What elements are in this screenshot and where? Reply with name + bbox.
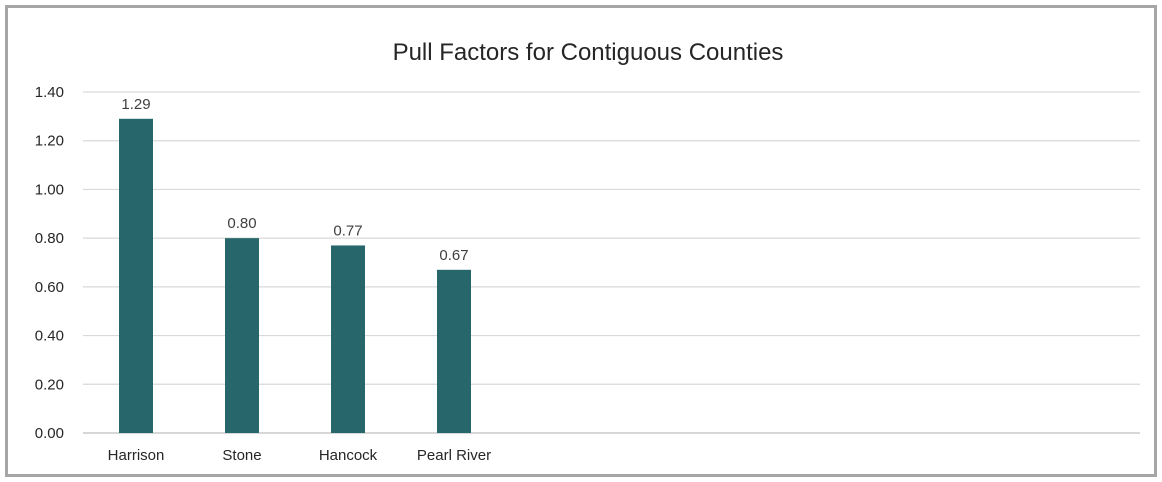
- y-tick-label: 1.00: [35, 181, 64, 198]
- bar-harrison: [119, 118, 153, 434]
- y-tick-label: 1.20: [35, 133, 64, 150]
- chart-title: Pull Factors for Contiguous Counties: [393, 39, 784, 66]
- y-tick-label: 1.40: [35, 84, 64, 101]
- bar-pearl-river: [437, 269, 471, 433]
- y-tick-label: 0.80: [35, 230, 64, 247]
- gridlines: [83, 91, 1140, 434]
- y-tick-label: 0.60: [35, 279, 64, 296]
- chart-frame: Pull Factors for Contiguous Counties 0.0…: [5, 5, 1157, 477]
- x-axis-category-labels: Harrison Stone Hancock Pearl River: [108, 447, 491, 464]
- y-axis-tick-labels: 0.00 0.20 0.40 0.60 0.80 1.00 1.20 1.40: [35, 84, 64, 442]
- y-tick-label: 0.40: [35, 328, 64, 345]
- chart-svg: Pull Factors for Contiguous Counties 0.0…: [35, 39, 1140, 464]
- bars: [119, 118, 471, 434]
- y-tick-label: 0.00: [35, 425, 64, 442]
- x-category-label: Harrison: [108, 447, 165, 464]
- x-category-label: Hancock: [319, 447, 378, 464]
- data-label: 0.80: [227, 215, 256, 232]
- data-label: 0.67: [439, 247, 468, 264]
- data-label: 0.77: [333, 222, 362, 239]
- bar-stone: [225, 238, 259, 433]
- x-category-label: Stone: [222, 447, 261, 464]
- bar-hancock: [331, 245, 365, 433]
- y-tick-label: 0.20: [35, 376, 64, 393]
- data-labels: 1.29 0.80 0.77 0.67: [121, 96, 468, 264]
- x-category-label: Pearl River: [417, 447, 491, 464]
- data-label: 1.29: [121, 96, 150, 113]
